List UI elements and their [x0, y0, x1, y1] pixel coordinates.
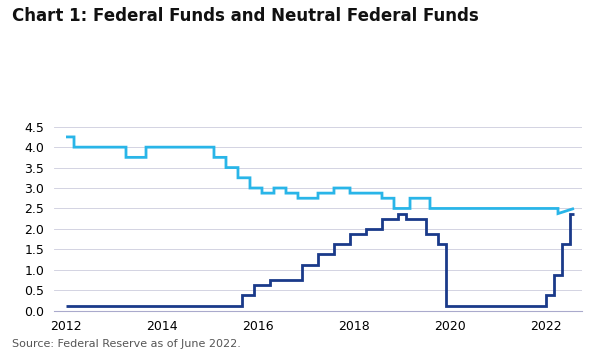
Text: Chart 1: Federal Funds and Neutral Federal Funds: Chart 1: Federal Funds and Neutral Feder… [12, 7, 479, 25]
Text: Source: Federal Reserve as of June 2022.: Source: Federal Reserve as of June 2022. [12, 340, 241, 349]
